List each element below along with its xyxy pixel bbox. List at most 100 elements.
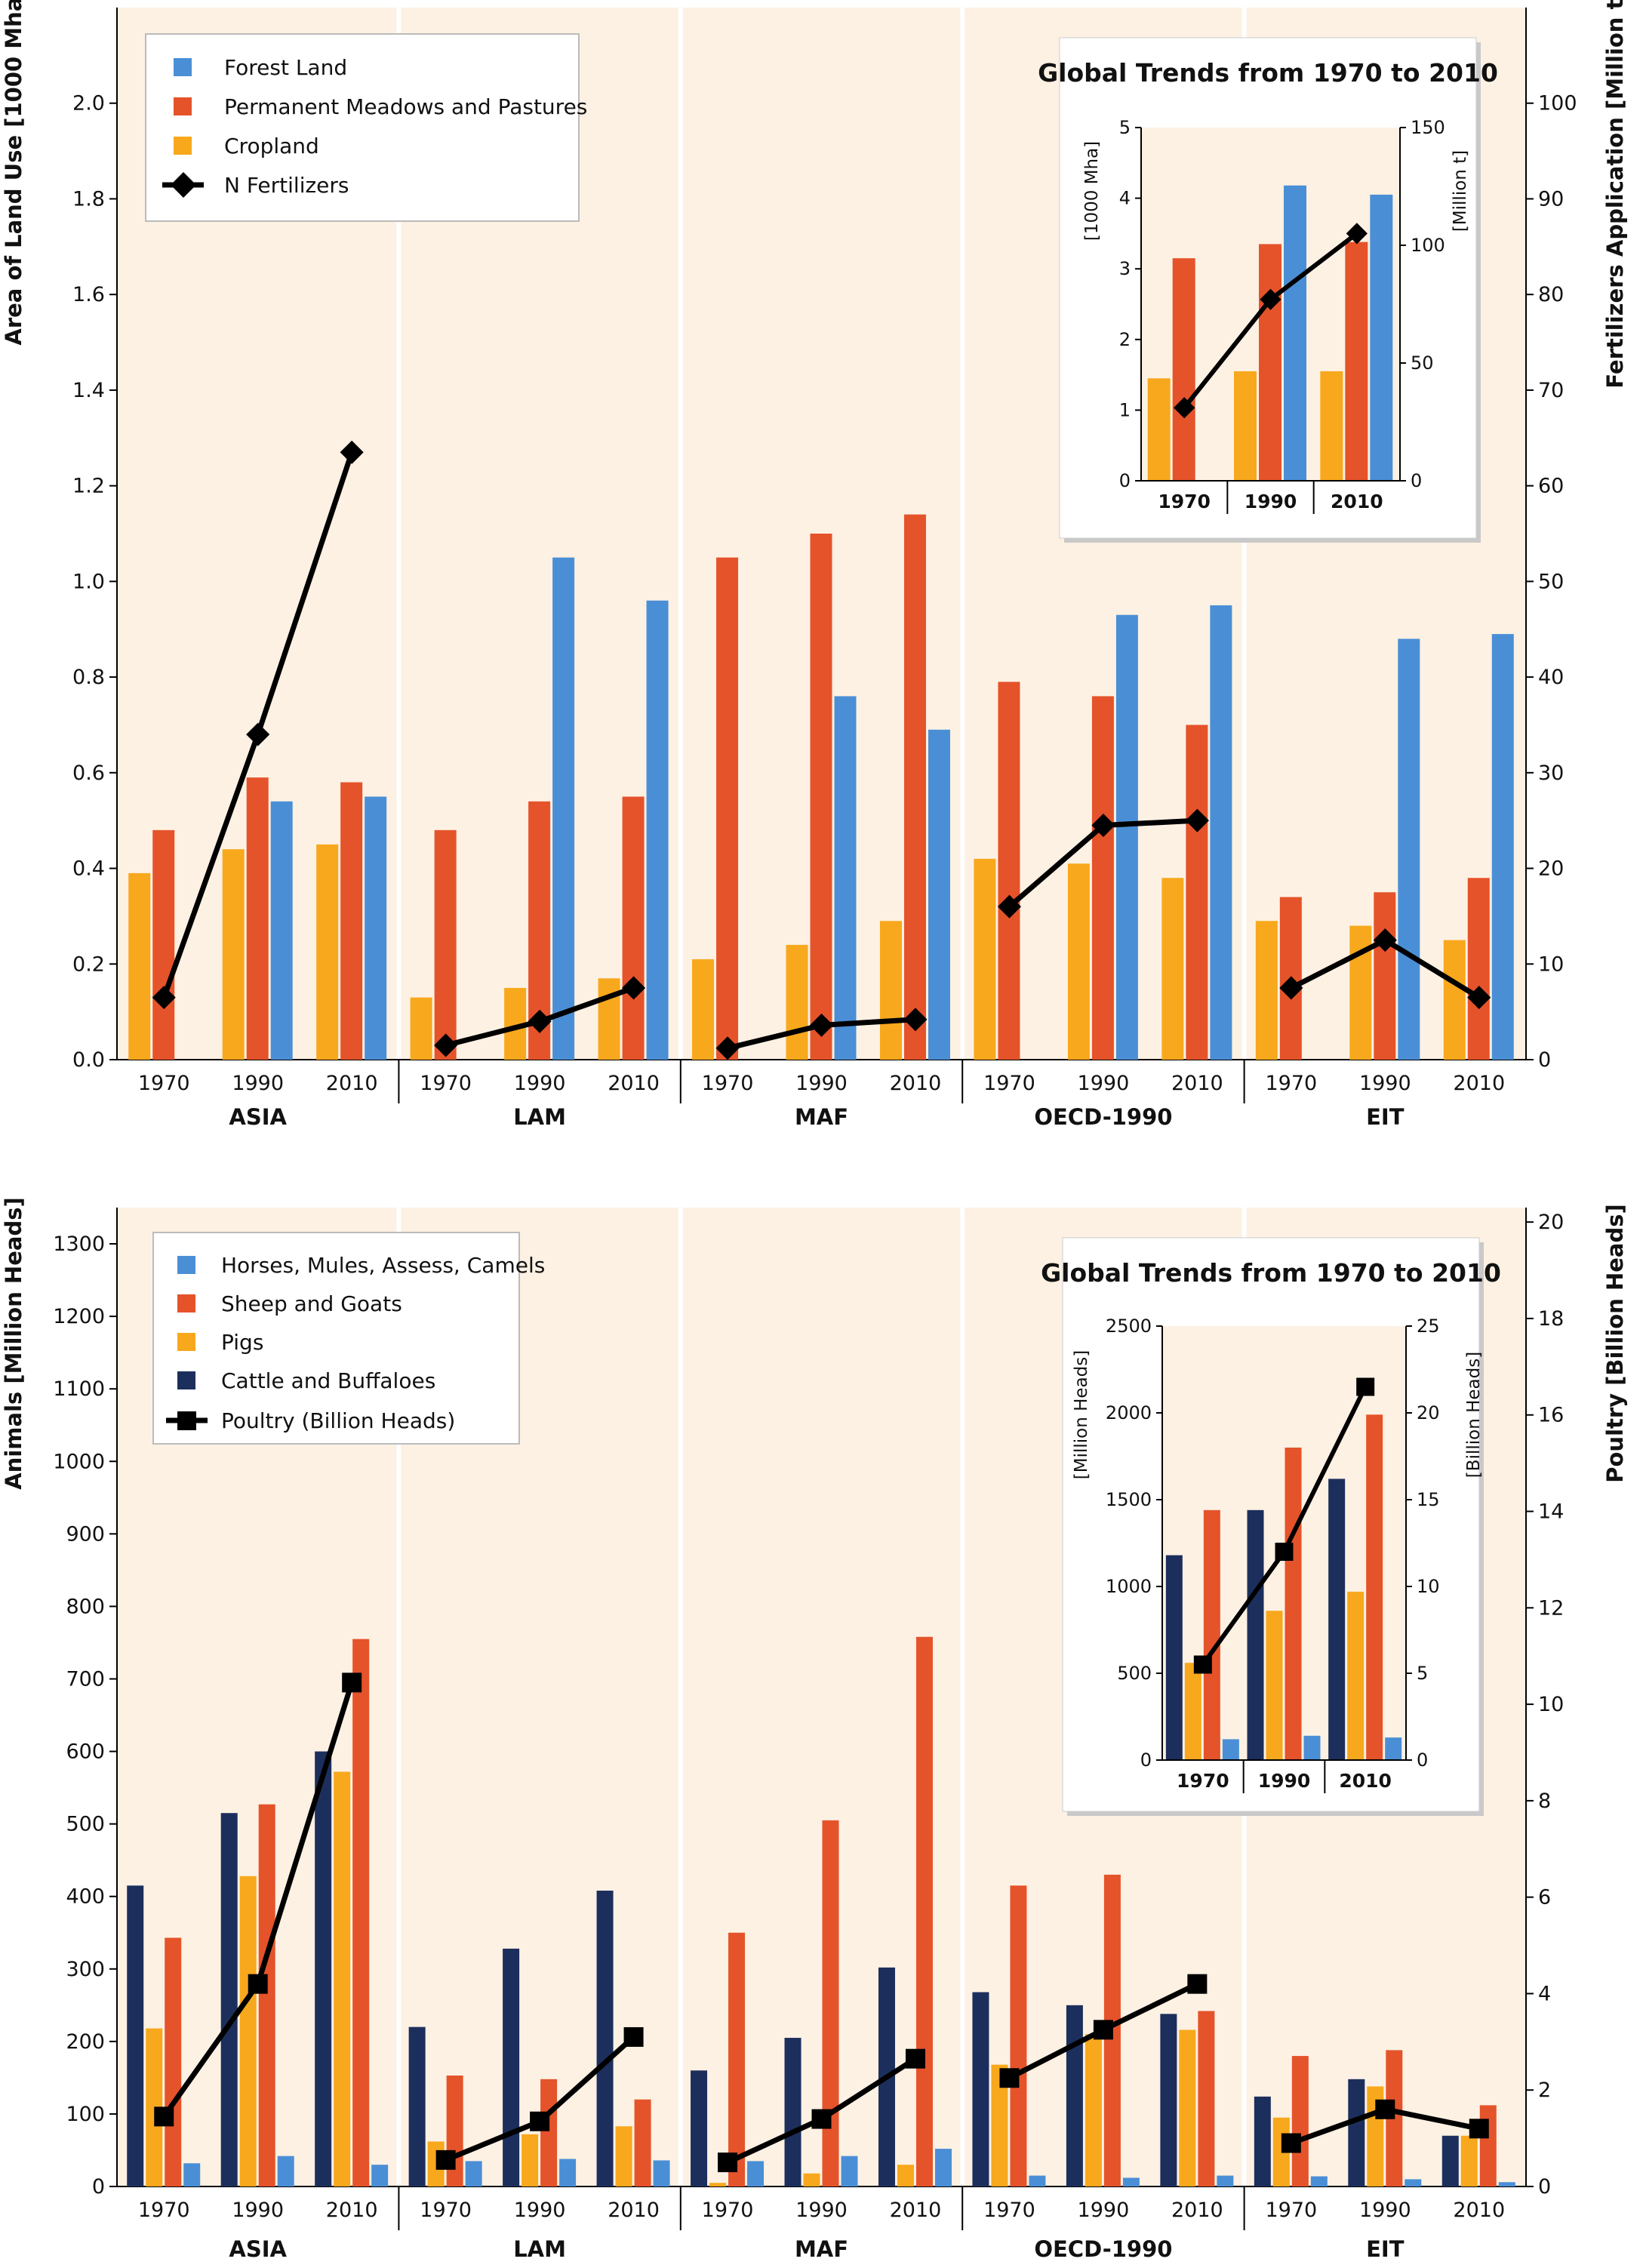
bar-pigs-maf-1990 [803,2173,820,2186]
legend-swatch-cattle [177,1371,195,1389]
panel-background [680,1208,963,2186]
marker-eit-1970 [1279,976,1303,1000]
bar-cattle-maf-1990 [784,2038,802,2186]
inset-y-tick-label: 5 [1119,117,1131,138]
inset-bar-cattle-1990 [1247,1509,1264,1760]
y-tick-label: 600 [66,1740,105,1764]
legend-box [152,1232,520,1445]
bar-cropland-eit-1970 [1255,921,1278,1060]
bar-cropland-eit-2010 [1443,940,1466,1060]
x-tick-label: 2010 [1453,1072,1505,1095]
y-tick-label: 500 [66,1813,105,1836]
bar-cattle-maf-1970 [691,2070,708,2186]
inset-marker-1990 [1260,288,1281,310]
y2-tick-label: 30 [1538,762,1564,785]
inset-bar-meadows-1970 [1172,258,1195,481]
inset-marker-1970 [1174,397,1195,419]
inset-y2-tick-label: 20 [1417,1402,1440,1423]
y-tick-label: 1000 [53,1450,105,1473]
legend-swatch-horses [177,1256,195,1274]
marker-lam-1970 [435,2150,456,2170]
y2-tick-label: 2 [1538,2079,1551,2102]
bar-sheep-maf-2010 [915,1636,933,2186]
bar-sheep-maf-1970 [728,1932,746,2186]
x-tick-label: 1970 [420,2199,472,2222]
bar-forest-asia-2010 [365,796,387,1060]
inset-bar-cattle-2010 [1328,1479,1346,1760]
bar-cattle-asia-2010 [315,1751,332,2186]
marker-eit-1990 [1375,2099,1395,2119]
inset-bar-cropland-2010 [1320,371,1343,481]
x-tick-label: 1970 [138,2199,190,2222]
bar-cropland-maf-1970 [692,959,715,1060]
bar-cattle-lam-1970 [408,2026,426,2186]
marker-maf-1990 [811,2109,832,2129]
y2-tick-label: 60 [1538,475,1564,498]
bar-cattle-asia-1970 [127,1885,144,2186]
legend-swatch-cropland [174,137,192,155]
x-tick-label: 1970 [420,1072,472,1095]
bar-horses-lam-1970 [465,2161,482,2186]
marker-oecd-1990-2010 [1185,808,1209,832]
bar-cattle-eit-1970 [1254,2096,1271,2186]
region-label-asia: ASIA [229,2236,287,2262]
y-tick-label: 2.0 [72,92,105,115]
x-tick-label: 2010 [326,2199,378,2222]
y2-tick-label: 50 [1538,570,1564,593]
bar-cattle-eit-2010 [1441,2135,1459,2186]
bar-pigs-asia-2010 [334,1771,351,2186]
right-y-axis-title: Fertilizers Application [Million t] [1602,0,1628,389]
inset-bar-sheep-1970 [1203,1509,1220,1760]
bar-meadows-asia-2010 [340,782,363,1060]
inset-bar-meadows-2010 [1345,242,1368,481]
bar-pigs-lam-1990 [522,2134,539,2186]
inset-x-tick-label: 1990 [1245,491,1297,512]
inset-y-tick-label: 1500 [1106,1489,1152,1510]
x-tick-label: 1970 [983,2199,1035,2222]
x-tick-label: 1990 [795,1072,848,1095]
bar-cattle-eit-1990 [1348,2079,1365,2186]
bar-forest-lam-2010 [646,600,669,1060]
marker-eit-1970 [1281,2133,1301,2153]
marker-oecd-1990-1970 [999,2068,1020,2088]
x-tick-label: 2010 [326,1072,378,1095]
bar-forest-maf-2010 [928,729,950,1060]
region-label-oecd-1990: OECD-1990 [1034,1104,1172,1130]
bar-cattle-oecd-1990-1990 [1066,2005,1083,2186]
bar-horses-lam-2010 [653,2160,670,2186]
inset-marker-1990 [1275,1543,1294,1561]
inset-bar-cattle-1970 [1165,1555,1183,1760]
inset-bar-meadows-1990 [1259,244,1281,481]
x-tick-label: 2010 [1171,2199,1223,2222]
inset-x-tick-label: 1970 [1177,1770,1229,1792]
marker-eit-2010 [1469,2119,1489,2139]
legend-label-cropland: Cropland [224,134,319,158]
y-tick-label: 200 [66,2030,105,2054]
bar-forest-oecd-1990-2010 [1210,605,1232,1060]
bar-sheep-asia-1970 [165,1937,182,2186]
bar-cattle-lam-1990 [503,1948,520,2186]
bar-sheep-lam-1990 [540,2079,558,2186]
y2-tick-label: 18 [1538,1307,1564,1331]
bar-pigs-oecd-1990-1990 [1085,2034,1102,2186]
x-tick-label: 1970 [702,2199,754,2222]
panel-divider [396,8,402,1060]
bar-pigs-oecd-1990-2010 [1179,2030,1196,2186]
bar-meadows-asia-1990 [246,777,269,1060]
inset-marker-2010 [1356,1377,1375,1396]
x-tick-label: 2010 [890,1072,942,1095]
legend-label-forest: Forest Land [224,55,347,80]
inset-bar-sheep-1990 [1285,1448,1302,1760]
left-y-axis-title: Animals [Million Heads] [1,1197,26,1489]
bar-cattle-oecd-1990-2010 [1160,2014,1177,2186]
bar-sheep-asia-2010 [352,1639,370,2186]
panel-divider [678,8,683,1060]
bar-forest-oecd-1990-1990 [1115,614,1138,1060]
land-use-fertilizer-chart: ASIA LAM MAF OECD-1990 EIT 0.0 0.2 0.4 0.6 0.8 1.… [1,0,1628,1130]
marker-asia-1970 [154,2106,174,2127]
x-tick-label: 1970 [1265,2199,1317,2222]
y-tick-label: 1.6 [72,283,105,306]
y2-tick-label: 16 [1538,1404,1564,1427]
legend-label-meadows: Permanent Meadows and Pastures [224,94,587,119]
bar-horses-asia-1990 [277,2156,294,2186]
